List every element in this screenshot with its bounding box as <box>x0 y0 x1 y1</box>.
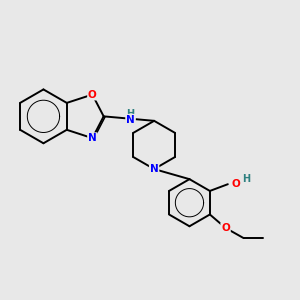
Text: H: H <box>127 109 135 119</box>
Text: O: O <box>231 179 240 189</box>
Text: O: O <box>88 90 97 100</box>
Text: N: N <box>88 133 97 143</box>
Text: N: N <box>126 115 135 125</box>
Text: O: O <box>221 223 230 233</box>
Text: N: N <box>150 164 158 174</box>
Text: H: H <box>242 174 250 184</box>
